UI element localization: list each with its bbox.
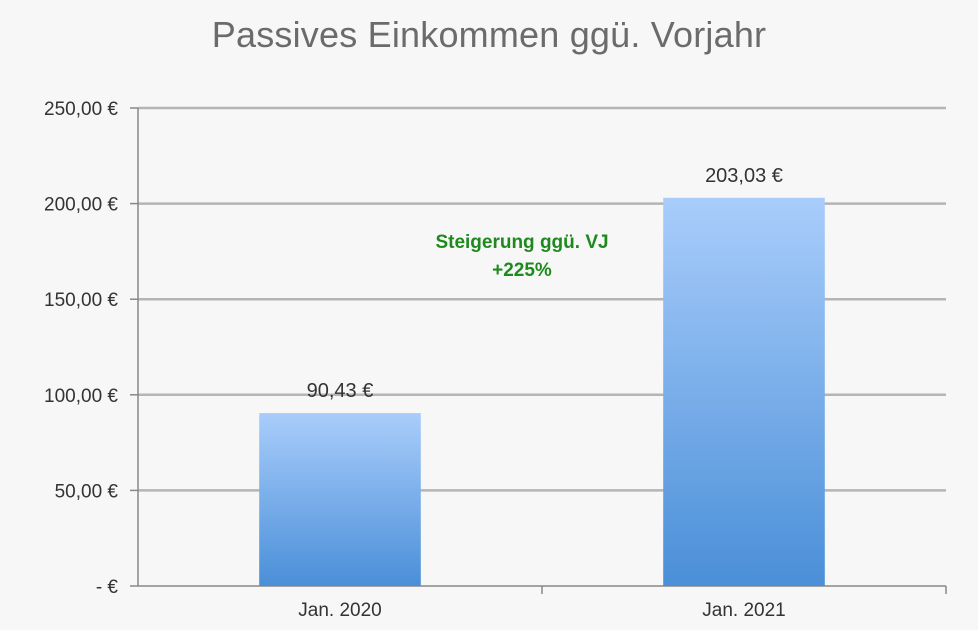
annotation-text: +225% xyxy=(492,260,552,281)
labels: - € 50,00 € 100,00 € 150,00 € 200,00 € 250,00… xyxy=(44,99,786,621)
y-tick-label: 200,00 € xyxy=(44,195,118,216)
x-tick-label: Jan. 2021 xyxy=(702,600,785,621)
y-tick-label: 100,00 € xyxy=(44,386,118,407)
chart-title: Passives Einkommen ggü. Vorjahr xyxy=(211,14,767,55)
annotation-text: Steigerung ggü. VJ xyxy=(435,232,608,253)
bar xyxy=(663,197,825,586)
bar xyxy=(259,413,421,586)
data-label: 203,03 € xyxy=(705,165,783,187)
bars xyxy=(259,197,825,586)
y-tick-label: - € xyxy=(96,577,119,598)
x-tick-label: Jan. 2020 xyxy=(298,600,381,621)
y-tick-label: 250,00 € xyxy=(44,99,118,120)
y-tick-label: 50,00 € xyxy=(55,481,119,502)
data-label: 90,43 € xyxy=(307,380,374,402)
y-tick-label: 150,00 € xyxy=(44,290,118,311)
